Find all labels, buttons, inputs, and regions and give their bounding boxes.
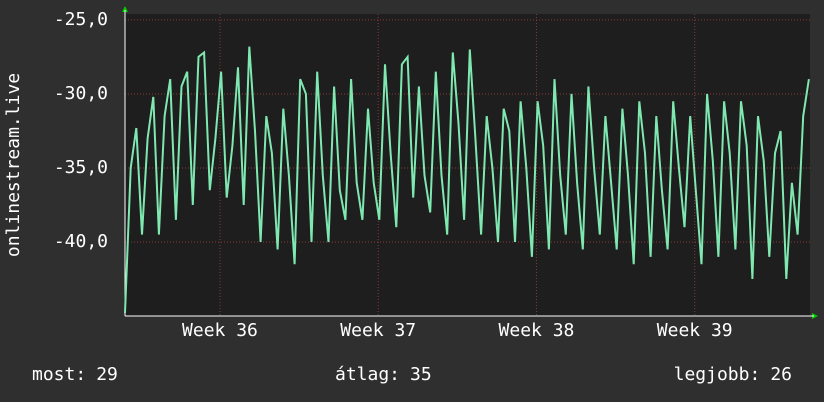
y-tick-label: -40,0 (54, 231, 108, 252)
stat-value: 35 (410, 364, 432, 385)
x-tick-label: Week 37 (340, 320, 416, 341)
axis-arrow (812, 313, 818, 319)
axis-arrow (122, 6, 128, 12)
stat-value: 26 (770, 364, 792, 385)
stat-label: most: (32, 364, 86, 385)
x-tick-label: Week 39 (657, 320, 733, 341)
y-tick-label: -30,0 (54, 83, 108, 104)
data-line (124, 46, 810, 314)
stat: átlag: 35 (335, 364, 432, 385)
y-tick-label: -35,0 (54, 157, 108, 178)
y-tick-label: -25,0 (54, 9, 108, 30)
stat: most: 29 (32, 364, 118, 385)
stat-value: 29 (96, 364, 118, 385)
stat-label: legjobb: (674, 364, 761, 385)
y-axis-label: onlinestream.live (3, 73, 24, 257)
x-tick-label: Week 38 (499, 320, 575, 341)
stat: legjobb: 26 (674, 364, 792, 385)
x-tick-label: Week 36 (182, 320, 258, 341)
stat-label: átlag: (335, 364, 400, 385)
plot-area (125, 14, 810, 316)
